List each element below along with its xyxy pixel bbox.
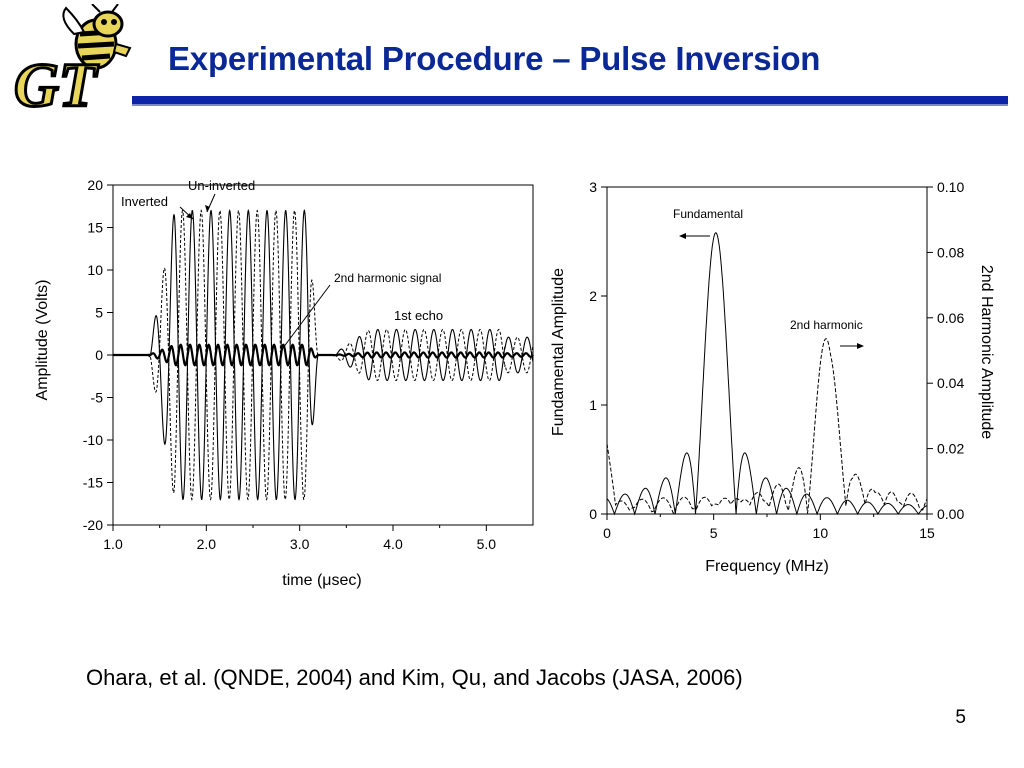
series-2nd-harmonic-signal: [113, 343, 534, 367]
time-x-axis-label: time (μsec): [282, 572, 361, 589]
harm-y2-tick-label: 0.10: [937, 179, 964, 195]
yellow-jacket-mascot: [62, 4, 132, 70]
title-rule: [132, 96, 1008, 104]
annotation-2nd-harmonic-signal: 2nd harmonic signal: [334, 271, 441, 285]
time-y-tick-label: -5: [91, 390, 104, 406]
time-y-tick-label: 5: [95, 305, 103, 321]
harm-y2-tick-label: 0.00: [937, 506, 964, 522]
spectrum-plot-frame: [606, 186, 928, 515]
inverted-arrowhead: [186, 213, 193, 219]
time-x-tick-label: 4.0: [383, 536, 403, 552]
time-y-tick-label: -15: [83, 475, 103, 491]
freq-x-tick-label: 5: [710, 525, 718, 541]
annotation-1st-echo: 1st echo: [394, 308, 443, 323]
fund-y-tick-label: 0: [589, 506, 597, 522]
freq-x-tick-label: 0: [603, 525, 611, 541]
time-x-tick-label: 2.0: [197, 536, 217, 552]
time-y-tick-label: -20: [83, 517, 103, 533]
spectrum-chart: 0 5 10 15 0 1 2 3 0.00 0.02 0.04 0.06 0.08 0.10 Fre…: [550, 179, 995, 575]
harm-y2-tick-label: 0.04: [937, 375, 964, 391]
annotation-fundamental: Fundamental: [673, 207, 743, 221]
annotation-2nd-harmonic: 2nd harmonic: [790, 318, 863, 332]
time-y-tick-label: 20: [87, 177, 103, 193]
harm-y2-tick-label: 0.06: [937, 310, 964, 326]
logo-text: GT: [14, 52, 99, 114]
title-rule-thin: [132, 104, 1008, 106]
time-x-tick-label: 3.0: [290, 536, 310, 552]
annotation-inverted: Inverted: [121, 194, 168, 209]
time-y-axis-label: Amplitude (Volts): [34, 280, 51, 401]
harmonic-signal-pointer: [279, 284, 331, 353]
time-y-tick-label: -10: [83, 432, 103, 448]
time-x-tick-label: 1.0: [103, 536, 123, 552]
harm-y2-tick-label: 0.02: [937, 441, 964, 457]
harm-y2-tick-label: 0.08: [937, 244, 964, 260]
harmonic-y2-axis-label: 2nd Harmonic Amplitude: [978, 265, 995, 439]
fund-y-tick-label: 1: [589, 397, 597, 413]
series-2nd-harmonic: [606, 338, 928, 514]
citation-text: Ohara, et al. (QNDE, 2004) and Kim, Qu, …: [86, 665, 743, 690]
series-fundamental: [606, 232, 928, 516]
freq-x-tick-label: 10: [813, 525, 829, 541]
slide-title: Experimental Procedure – Pulse Inversion: [168, 40, 821, 77]
time-x-tick-label: 5.0: [477, 536, 497, 552]
fundamental-arrowhead: [679, 233, 686, 239]
time-signal-chart: 1.0 2.0 3.0 4.0 5.0 20 15 10 5 0 -5 -10 -15 -20 time…: [34, 177, 534, 589]
harmonic-arrowhead: [857, 343, 864, 349]
gt-logo: GT: [13, 4, 132, 114]
time-y-tick-label: 10: [87, 262, 103, 278]
freq-x-tick-label: 15: [919, 525, 935, 541]
fund-y-tick-label: 2: [589, 288, 597, 304]
frequency-x-axis-label: Frequency (MHz): [705, 558, 829, 575]
un-inverted-arrowhead: [205, 205, 210, 212]
time-y-tick-label: 0: [95, 347, 103, 363]
time-y-tick-label: 15: [87, 220, 103, 236]
page-number: 5: [955, 707, 966, 728]
annotation-un-inverted: Un-inverted: [188, 178, 255, 193]
fund-y-tick-label: 3: [589, 179, 597, 195]
fundamental-y-axis-label: Fundamental Amplitude: [550, 268, 567, 436]
